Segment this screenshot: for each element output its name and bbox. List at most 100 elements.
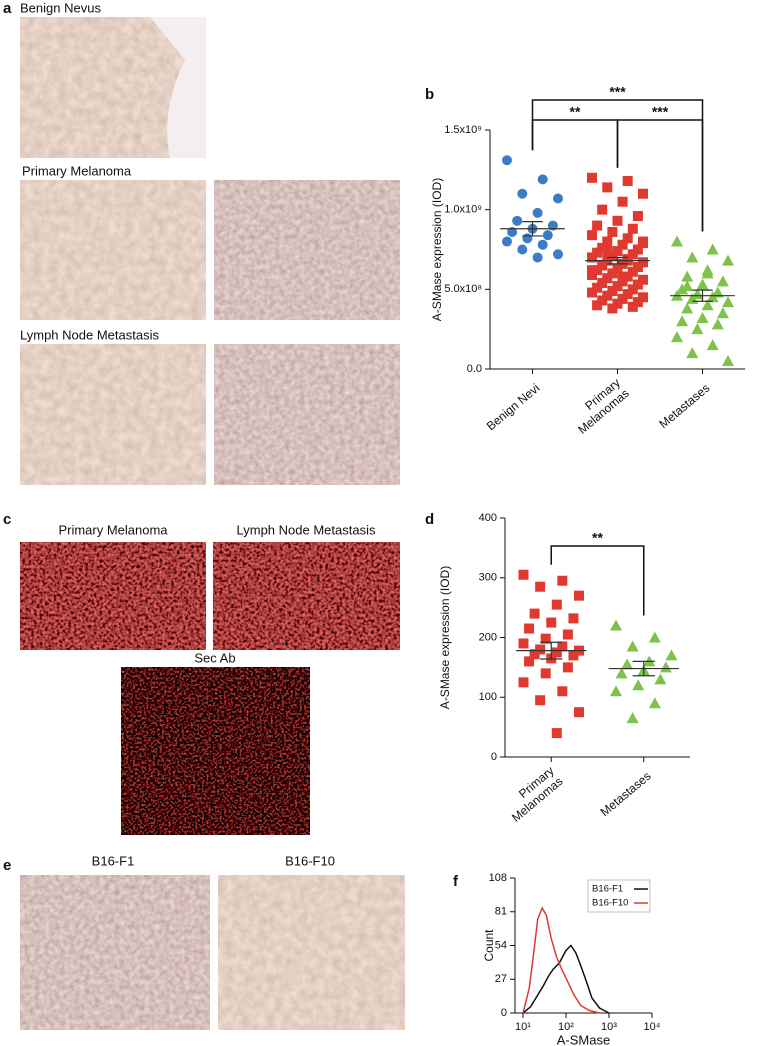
data-point	[706, 243, 719, 255]
data-point	[632, 262, 643, 273]
data-point	[602, 246, 613, 257]
significance-label: ***	[609, 84, 626, 100]
panel-letter: a	[3, 0, 12, 17]
y-axis-label: A-SMase expression (IOD)	[438, 566, 452, 709]
x-tick-label: PrimaryMelanomas	[500, 764, 565, 825]
data-point	[553, 193, 563, 204]
data-point	[716, 307, 729, 319]
data-point	[535, 581, 546, 592]
y-tick-label: 108	[489, 872, 507, 884]
data-point	[627, 284, 638, 295]
micrograph	[20, 875, 210, 1030]
data-point	[574, 590, 584, 601]
data-point	[587, 287, 597, 298]
data-point	[622, 271, 633, 282]
data-point	[597, 295, 608, 306]
data-point	[535, 644, 546, 655]
histogram-line	[522, 906, 600, 1014]
data-point	[627, 266, 638, 277]
data-point	[681, 302, 694, 314]
significance-bracket	[531, 119, 619, 168]
data-point	[622, 175, 633, 186]
y-tick-label: 1.5x10⁹	[444, 124, 482, 136]
data-point	[602, 290, 613, 301]
data-point	[502, 236, 512, 247]
data-point	[547, 220, 558, 231]
data-point	[612, 281, 623, 292]
data-point	[722, 254, 734, 266]
micrograph	[214, 344, 400, 485]
data-point	[626, 640, 639, 652]
data-point	[691, 323, 704, 335]
data-point	[540, 633, 551, 644]
data-point	[612, 215, 623, 226]
data-point	[701, 267, 714, 279]
y-tick-label: 400	[479, 512, 497, 524]
data-point	[529, 608, 540, 619]
data-point	[711, 286, 724, 298]
data-point	[612, 246, 623, 257]
data-point	[574, 707, 584, 718]
x-tick-label: 10⁴	[644, 1021, 661, 1033]
y-tick-label: 200	[479, 631, 497, 643]
y-tick-label: 5.0x10⁸	[444, 283, 482, 295]
y-axis-label: A-SMase expression (IOD)	[430, 178, 444, 321]
data-point	[627, 301, 638, 312]
legend-box	[587, 879, 651, 913]
y-tick-label: 1.0x10⁹	[444, 204, 482, 216]
fluorescence-image	[20, 542, 206, 650]
y-axis-label: Count	[482, 929, 496, 962]
data-point	[716, 275, 729, 287]
data-point	[592, 247, 603, 258]
data-point	[607, 303, 618, 314]
fluorescence-image	[121, 667, 310, 835]
data-point	[612, 298, 623, 309]
data-point	[524, 623, 535, 634]
caption: B16-F10	[285, 853, 335, 868]
significance-bracket	[550, 545, 645, 616]
caption: Lymph Node Metastasis	[20, 327, 159, 342]
data-point	[632, 244, 643, 255]
micrograph-background	[150, 17, 206, 158]
micrograph	[214, 180, 400, 320]
panel-letter: f	[453, 873, 459, 890]
x-tick-label: 10³	[601, 1021, 617, 1033]
data-point	[587, 230, 597, 241]
data-point	[587, 172, 597, 183]
fluorescence-image	[213, 542, 400, 650]
y-tick-label: 100	[479, 691, 497, 703]
data-point	[617, 293, 628, 304]
data-point	[518, 569, 529, 580]
data-point	[529, 649, 540, 660]
data-point	[517, 244, 528, 255]
histogram-line	[522, 944, 610, 1014]
data-point	[612, 263, 623, 274]
data-point	[518, 638, 529, 649]
data-point	[706, 291, 719, 303]
data-point	[701, 299, 714, 311]
data-point	[648, 631, 661, 643]
data-point	[562, 629, 573, 640]
data-point	[592, 265, 603, 276]
caption: Benign Nevus	[20, 0, 101, 15]
significance-bracket	[616, 119, 704, 232]
data-point	[557, 641, 568, 652]
data-point	[512, 215, 523, 226]
caption: Lymph Node Metastasis	[237, 522, 376, 537]
data-point	[676, 283, 689, 295]
data-point	[617, 271, 628, 282]
y-tick-label: 54	[495, 939, 507, 951]
data-point	[592, 282, 603, 293]
data-point	[522, 233, 533, 244]
panel-letter: d	[425, 511, 434, 528]
data-point	[632, 211, 643, 222]
data-point	[626, 712, 639, 724]
y-tick-label: 27	[495, 973, 507, 985]
data-point	[537, 239, 548, 250]
data-point	[686, 347, 699, 359]
data-point	[507, 226, 518, 237]
data-point	[638, 292, 648, 303]
data-point	[632, 679, 645, 691]
panel-letter: c	[3, 511, 11, 528]
caption: Sec Ab	[194, 650, 235, 665]
